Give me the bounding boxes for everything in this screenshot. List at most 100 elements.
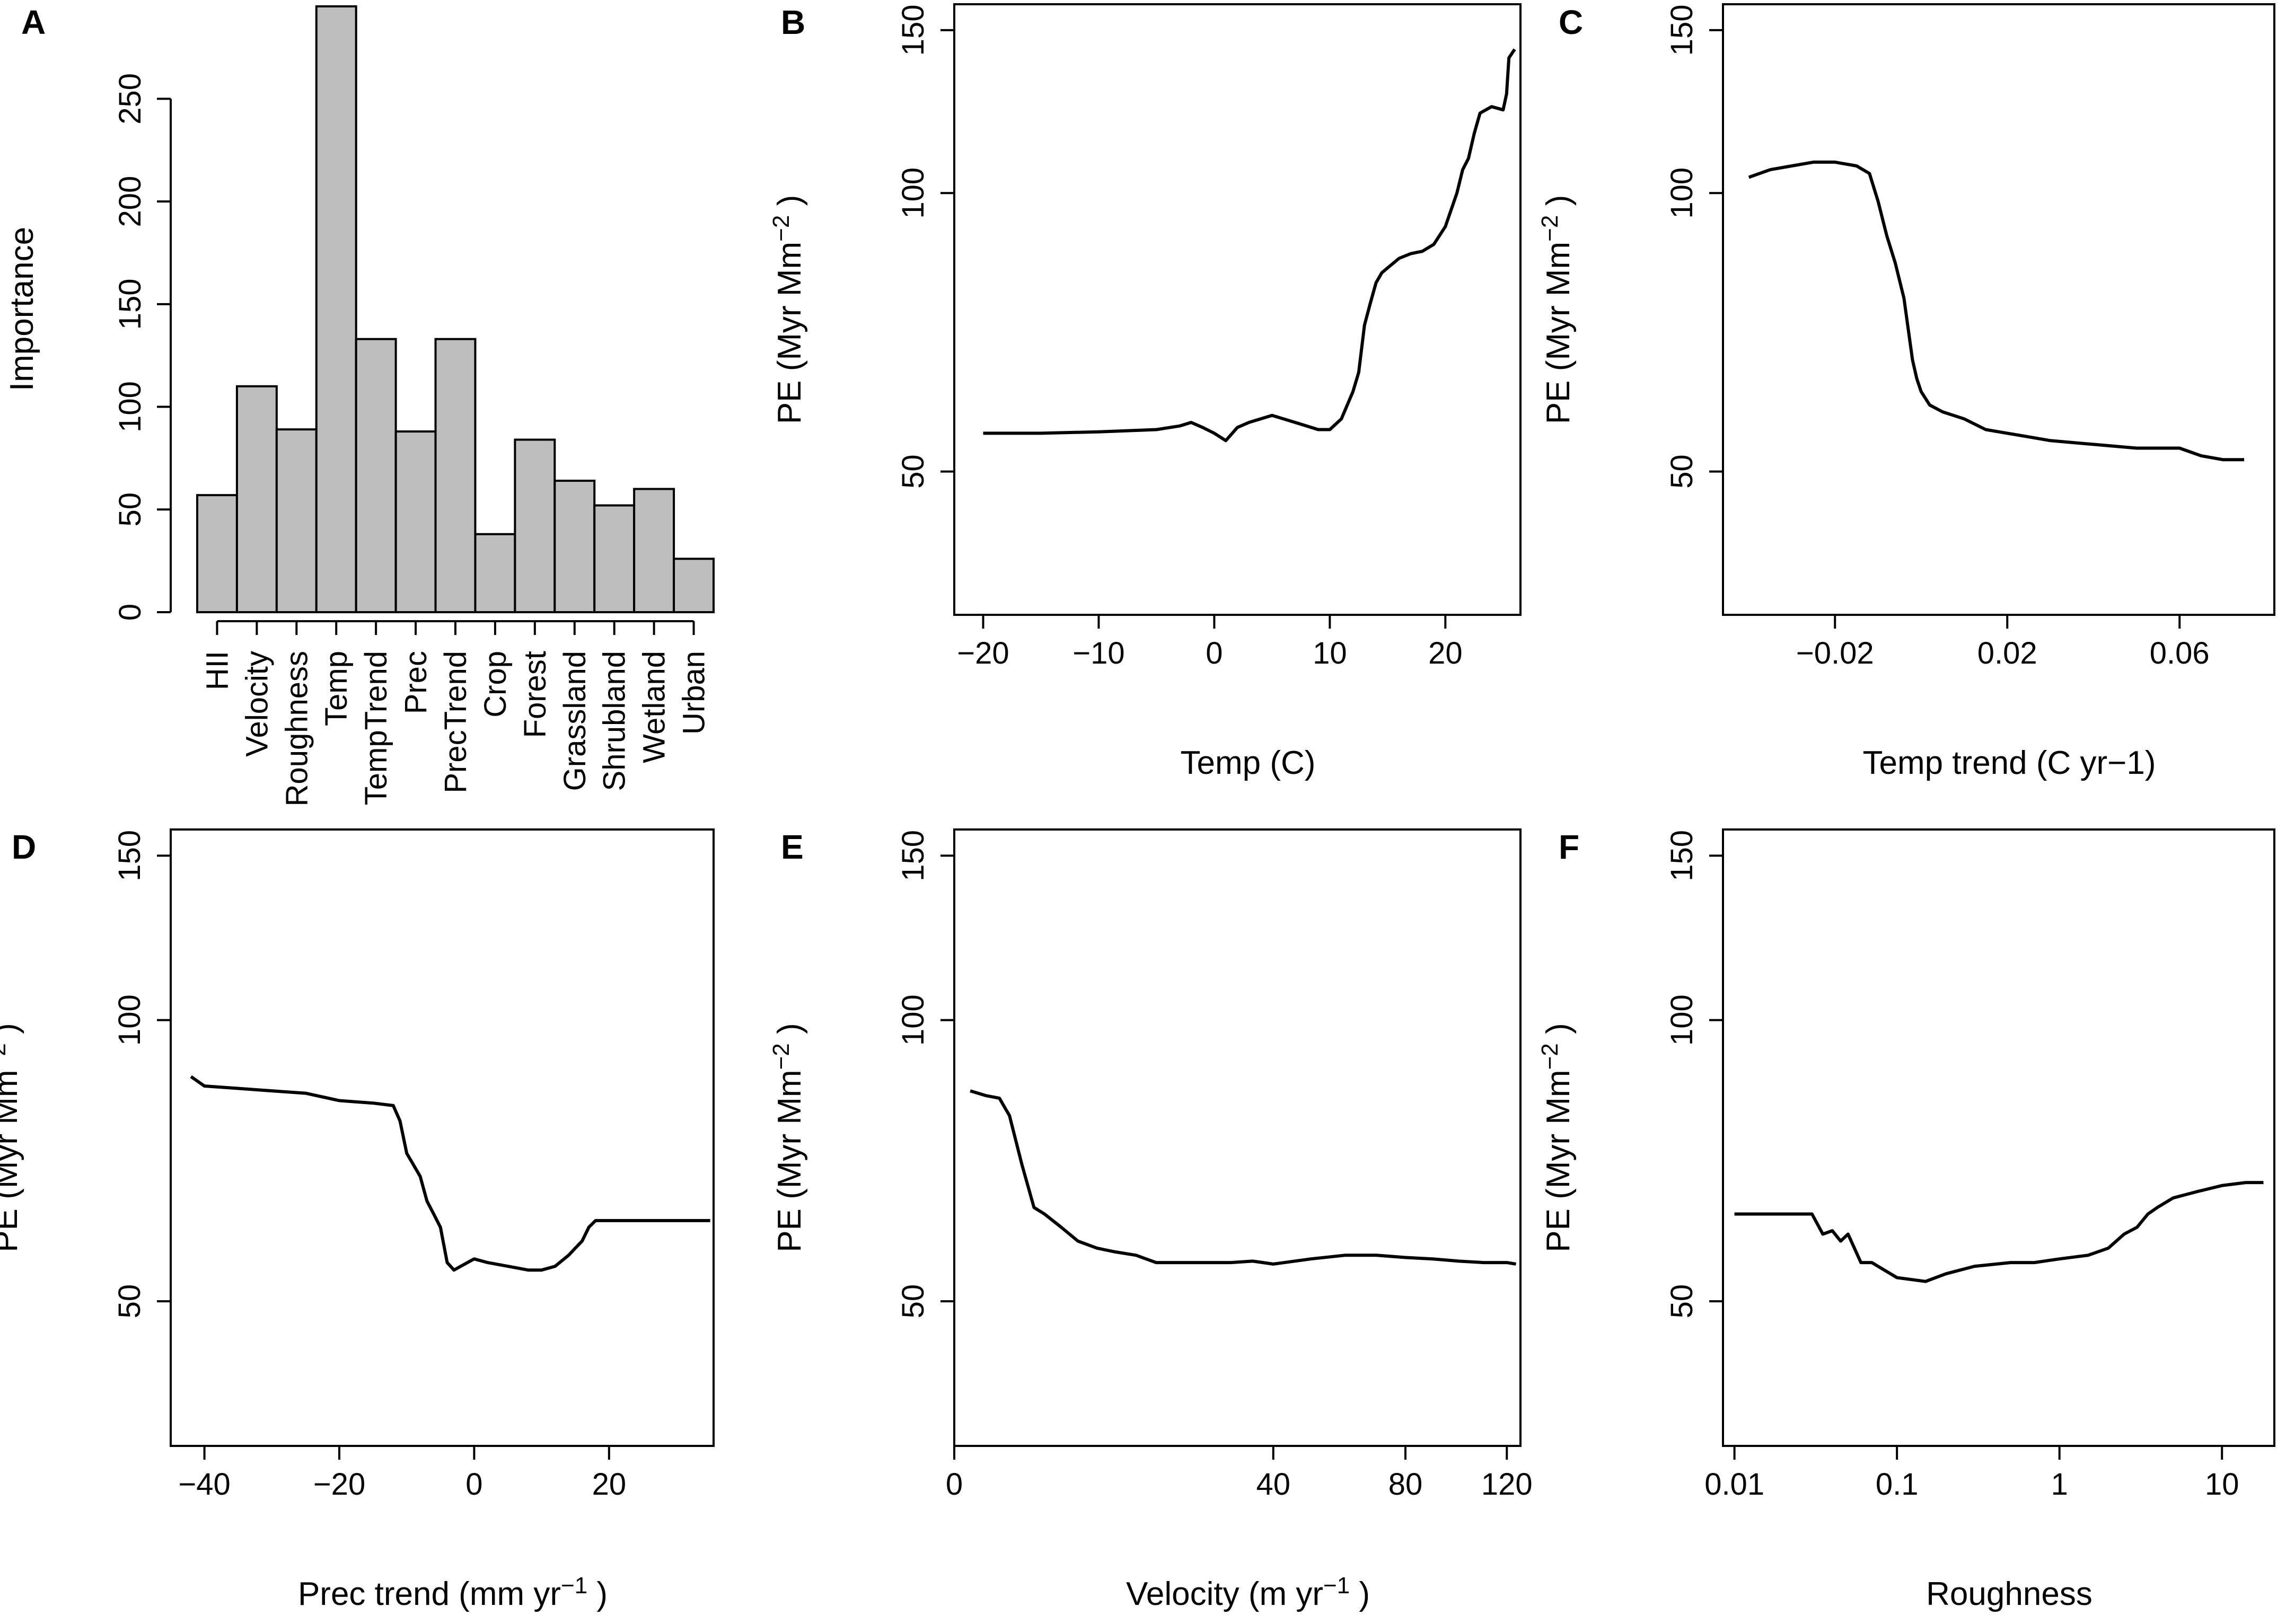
partial-dependence-line <box>1748 160 2245 462</box>
panel-a-importance-bar-chart: A 0 50 100 150 200 250 Importance HII Velocity Rou… <box>4 3 715 806</box>
x-axis-label: Prec trend (mm yr−1 ) <box>298 1573 608 1612</box>
x-tick-label: −10 <box>1072 636 1124 670</box>
x-tick-label: 20 <box>592 1467 627 1502</box>
x-axis-label: Temp trend (C yr−1) <box>1862 745 2156 781</box>
panel-c-temp-trend-partial-dependence: C 50 100 150 PE (Myr Mm−2 ) −0.02 0.02 0.06 Temp… <box>1537 3 2275 781</box>
x-tick-label-hii: HII <box>200 651 234 690</box>
y-tick-label: 50 <box>1665 1284 1699 1319</box>
bar-roughness <box>275 428 318 613</box>
x-tick-label-prec: Prec <box>399 651 433 714</box>
bar-velocity <box>235 385 278 614</box>
partial-dependence-line <box>1734 1181 2264 1283</box>
x-axis-label: Temp (C) <box>1181 745 1316 781</box>
x-tick-label: 0.06 <box>2150 636 2210 670</box>
y-tick-label: 100 <box>896 994 930 1046</box>
y-tick-label: 100 <box>112 994 147 1046</box>
y-tick-label: 50 <box>896 454 930 489</box>
bar-urban <box>673 558 715 613</box>
y-tick-label: 0 <box>113 604 147 621</box>
x-tick-label: 0.02 <box>1977 636 2037 670</box>
x-tick-label: 0 <box>1206 636 1223 670</box>
y-tick-label: 150 <box>896 5 930 56</box>
partial-dependence-line <box>190 1075 710 1272</box>
partial-dependence-line <box>983 48 1516 443</box>
x-tick-label-urban: Urban <box>677 651 711 735</box>
x-tick-label: 40 <box>1256 1467 1290 1502</box>
x-tick-label: 1 <box>2051 1467 2068 1502</box>
x-tick-label: 0 <box>946 1467 963 1502</box>
x-tick-label: 10 <box>1313 636 1347 670</box>
plot-frame <box>1722 3 2275 616</box>
x-tick-label-temptrend: TempTrend <box>359 651 393 805</box>
x-tick-label: 0.01 <box>1704 1467 1764 1502</box>
plot-frame <box>170 828 715 1447</box>
bar-shrubland <box>593 504 636 613</box>
y-axis-label: PE (Myr Mm−2 ) <box>1537 1023 1577 1252</box>
x-tick-label: 120 <box>1481 1467 1533 1502</box>
y-tick-label: 150 <box>1665 830 1699 881</box>
panel-d-prec-trend-partial-dependence: D 50 100 150 PE (Myr Mm−2 ) −40 −20 0 20 Prec tre… <box>0 828 715 1612</box>
x-tick-label-shrubland: Shrubland <box>597 651 632 791</box>
bar-temptrend <box>355 338 397 613</box>
y-tick-label: 100 <box>1665 994 1699 1046</box>
panel-label-b: B <box>781 3 805 41</box>
panel-label-c: C <box>1559 3 1583 41</box>
y-tick-label: 150 <box>896 830 930 881</box>
y-tick-label: 100 <box>113 381 147 433</box>
x-tick-label-wetland: Wetland <box>637 651 672 763</box>
plot-frame <box>953 3 1522 616</box>
panel-label-f: F <box>1559 828 1579 866</box>
y-tick-label: 150 <box>113 278 147 330</box>
x-tick-label: 0 <box>465 1467 482 1502</box>
y-tick-label: 50 <box>112 1284 147 1319</box>
panel-f-roughness-partial-dependence: F 50 100 150 PE (Myr Mm−2 ) 0.01 0.1 1 10 Roughne… <box>1537 828 2275 1612</box>
x-tick-label-grassland: Grassland <box>558 651 592 791</box>
bar-forest <box>514 438 556 613</box>
x-tick-label: 20 <box>1428 636 1463 670</box>
y-tick-label: 100 <box>1665 167 1699 219</box>
x-tick-label-temp: Temp <box>319 651 354 726</box>
y-tick-label: 150 <box>112 830 147 881</box>
x-tick-label: 80 <box>1388 1467 1423 1502</box>
x-axis-label: Velocity (m yr−1 ) <box>1126 1573 1370 1612</box>
bar-wetland <box>633 488 675 614</box>
y-axis-label: Importance <box>4 227 40 391</box>
y-tick-label: 50 <box>1665 454 1699 489</box>
x-tick-label: −0.02 <box>1796 636 1874 670</box>
y-axis-label: PE (Myr Mm−2 ) <box>0 1023 24 1252</box>
y-tick-label: 50 <box>896 1284 930 1319</box>
x-tick-label: −40 <box>178 1467 230 1502</box>
bar-prec <box>394 430 437 613</box>
panel-e-velocity-partial-dependence: E 50 100 150 PE (Myr Mm−2 ) 0 40 80 120 Velocity … <box>768 828 1533 1612</box>
x-tick-label: −20 <box>957 636 1009 670</box>
y-tick-label: 200 <box>113 176 147 227</box>
y-axis-label: PE (Myr Mm−2 ) <box>768 195 808 424</box>
bar-grassland <box>553 480 596 613</box>
x-axis-label: Roughness <box>1926 1576 2092 1612</box>
x-tick-label-crop: Crop <box>478 651 513 718</box>
plot-frame <box>1722 828 2275 1447</box>
panel-label-d: D <box>12 828 36 866</box>
bar-crop <box>474 533 516 614</box>
partial-dependence-line <box>970 1089 1516 1266</box>
y-tick-label: 250 <box>113 73 147 125</box>
x-tick-label: 10 <box>2205 1467 2239 1502</box>
panel-b-temp-partial-dependence: B 50 100 150 PE (Myr Mm−2 ) −20 −10 0 10 20 Temp (… <box>768 3 1522 781</box>
y-axis-label: PE (Myr Mm−2 ) <box>768 1023 808 1252</box>
x-tick-label-forest: Forest <box>518 651 552 738</box>
x-tick-label-velocity: Velocity <box>240 651 274 757</box>
y-tick-label: 50 <box>113 492 147 527</box>
plot-frame <box>953 828 1522 1447</box>
y-axis-label: PE (Myr Mm−2 ) <box>1537 195 1577 424</box>
panel-label-a: A <box>21 3 46 41</box>
y-tick-label: 150 <box>1665 5 1699 56</box>
y-tick-label: 100 <box>896 167 930 219</box>
bar-hii <box>196 494 238 614</box>
bar-temp <box>315 5 357 613</box>
bar-prectrend <box>434 338 477 613</box>
x-tick-label: 0.1 <box>1876 1467 1919 1502</box>
x-tick-label: −20 <box>313 1467 365 1502</box>
x-tick-label-prectrend: PrecTrend <box>438 651 473 793</box>
panel-label-e: E <box>781 828 804 866</box>
